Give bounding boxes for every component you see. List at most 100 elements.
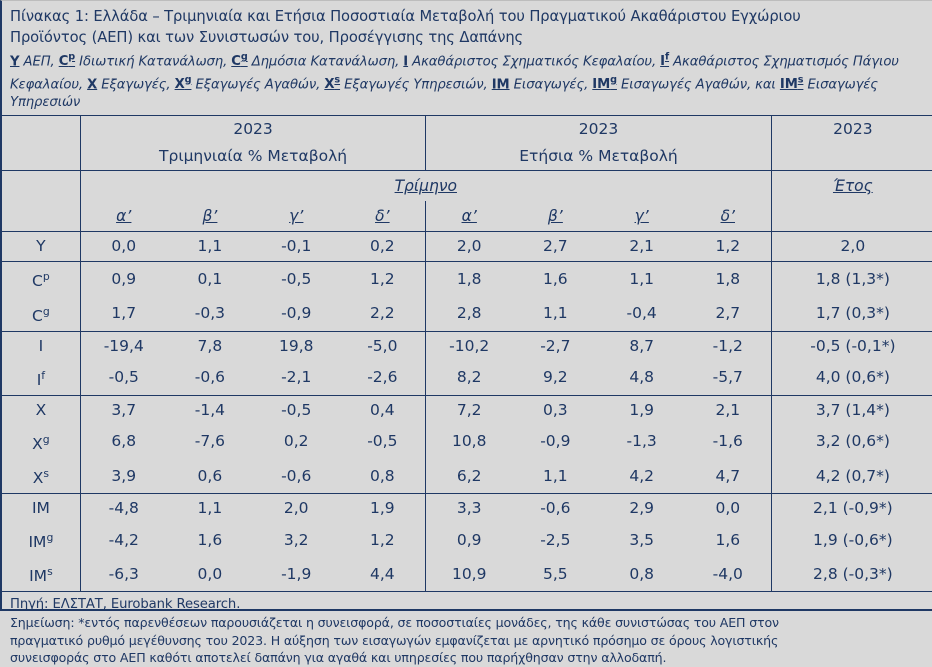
legend-symbol-superscript: g [184,74,192,86]
cell-quarterly: -1,4 [166,394,254,425]
table-row: X 3,7 -1,4 -0,5 0,4 7,2 0,3 1,9 2,1 3,7 (1,4*) [2,394,932,425]
cell-quarterly: -2,6 [367,368,398,387]
table-row: IM -4,8 1,1 2,0 1,9 3,3 -0,6 2,9 0,0 2,1 (-0,9*) [2,493,932,524]
cell-year: 1,7 (0,3*) [770,296,932,332]
cell-annual: -2,7 [512,330,599,361]
row-label-superscript: g [42,432,50,446]
cell-annual: 6,2 [425,459,513,494]
cell-annual: 2,1 [598,231,685,262]
cell-quarterly: 3,9 [111,466,137,485]
row-label: If [2,360,81,396]
legend-description: Δημόσια Κατανάλωση, [247,54,404,70]
header-annual-q3-label: γ’ [634,207,649,226]
table-closing-rule-cell [339,591,426,593]
cell-year: 2,0 [770,231,932,262]
table-row: Xg 6,8 -7,6 0,2 -0,5 10,8 -0,9 -1,3 -1,6 3,2 (0,6… [2,424,932,460]
cell-annual: 10,9 [425,557,513,592]
cell-quarterly: -0,6 [194,368,225,387]
row-label: Xs [2,459,81,494]
cell-quarterly: -0,5 [367,432,398,451]
row-label: X [2,394,81,425]
cell-annual: -10,2 [425,330,513,361]
table-body: Y 0,0 1,1 -0,1 0,2 2,0 2,7 2,1 1,2 2,0 Cp 0,9 0,1 -0,… [2,231,932,593]
cell-quarterly: 0,6 [197,466,223,485]
cell-annual: 3,5 [629,530,654,549]
note-line3: συνεισφοράς στο ΑΕΠ καθότι αποτελεί δαπά… [10,650,667,666]
cell-year: 1,8 (1,3*) [770,261,932,297]
source-line: Πηγή: ΕΛΣΤΑΤ, Eurobank Research. [10,597,241,613]
cell-quarterly: 0,4 [339,394,426,425]
figure-footer: Πηγή: ΕΛΣΤΑΤ, Eurobank Research. Σημείωσ… [2,592,932,666]
cell-annual: 2,8 [425,296,513,332]
header-quarter-q4-label: δ’ [375,207,390,226]
header-annual-q2-label: β’ [547,207,563,226]
legend-symbol: X [87,76,98,92]
caption-title-line1: Πίνακας 1: Ελλάδα – Τριμηνιαία και Ετήσι… [10,8,801,25]
cell-quarterly: -0,3 [194,304,225,323]
cell-quarterly: -7,6 [194,432,225,451]
cell-quarterly: 0,2 [339,231,426,262]
row-label: Cg [2,296,81,332]
cell-annual: 0,0 [684,493,772,524]
cell-annual: 4,8 [629,368,654,387]
legend-description: Εισαγωγές, [509,76,593,92]
legend-symbol: If [660,52,670,70]
cell-quarterly: -4,2 [108,530,139,549]
legend-description: Ιδιωτική Κατανάλωση, [75,54,232,70]
cell-quarterly: -0,5 [108,368,139,387]
header-year-quarterly: 2023 [80,115,426,143]
row-label-superscript: g [42,304,50,318]
header-group-year: Έτος [770,170,932,202]
legend-symbol: I [403,54,409,70]
cell-annual: 8,7 [598,330,685,361]
row-label: IMs [2,557,81,592]
cell-quarterly: 1,1 [166,493,254,524]
cell-quarterly: 2,0 [253,493,340,524]
cell-annual: -0,4 [626,304,657,323]
legend-symbol: Xg [174,74,192,92]
header-sub-corner-cell [2,142,81,171]
cell-annual: 5,5 [542,564,568,583]
cell-annual: 9,2 [542,368,568,387]
cell-year: 2,8 (-0,3*) [770,557,932,592]
header-sub-annual: Ετήσια % Μεταβολή [425,142,772,171]
header-annual-q4-label: δ’ [720,207,735,226]
table-row: Xs 3,9 0,6 -0,6 0,8 6,2 1,1 4,2 4,7 4,2 (0,7*) [2,459,932,494]
cell-annual: 3,3 [425,493,513,524]
header-year-blank [770,201,932,232]
cell-annual: 1,8 [425,261,513,297]
header-quarter-q2-label: β’ [202,207,218,226]
table-closing-rule-cell [598,591,685,593]
row-label-superscript: p [42,270,50,284]
table-row: IMs -6,3 0,0 -1,9 4,4 10,9 5,5 0,8 -4,0 2,8 (-0,3… [2,557,932,592]
cell-quarterly: 1,6 [197,530,223,549]
cell-annual: 4,7 [715,466,741,485]
cell-quarterly: -0,1 [253,231,340,262]
table-row: Cg 1,7 -0,3 -0,9 2,2 2,8 1,1 -0,4 2,7 1,7 (0,3*) [2,296,932,332]
header-annual-q1: α’ [425,201,513,232]
header-group-quarter: Τρίμηνο [80,170,772,202]
legend-description: Εισαγωγές Αγαθών, [616,76,756,92]
legend-symbol: Xs [324,74,341,92]
cell-annual: 1,2 [684,231,772,262]
cell-annual: 2,7 [512,231,599,262]
cell-annual: 7,2 [425,394,513,425]
table-closing-rule-cell [166,591,254,593]
table-header: 2023 2023 2023 Τριμηνιαία % Μεταβολή Ετή… [2,115,932,232]
row-label: I [2,330,81,361]
legend-description: Ακαθάριστος Σχηματικός Κεφαλαίου, [408,54,661,70]
legend-description: ΑΕΠ, [19,54,59,70]
cell-year: -0,5 (-0,1*) [770,330,932,361]
cell-annual: 8,2 [425,360,513,396]
table-row: If -0,5 -0,6 -2,1 -2,6 8,2 9,2 4,8 -5,7 4,0 (0,6*… [2,360,932,396]
cell-quarterly: 19,8 [253,330,340,361]
cell-quarterly: 1,2 [339,261,426,297]
legend-symbol-superscript: f [664,52,670,63]
row-label-superscript: s [43,467,50,481]
cell-annual: -0,9 [540,432,571,451]
table-row: IMg -4,2 1,6 3,2 1,2 0,9 -2,5 3,5 1,6 1,9 (-0,6*) [2,523,932,558]
cell-annual: -4,0 [712,564,743,583]
cell-annual: 2,1 [684,394,772,425]
cell-year: 3,7 (1,4*) [770,394,932,425]
cell-year: 4,2 (0,7*) [770,459,932,494]
